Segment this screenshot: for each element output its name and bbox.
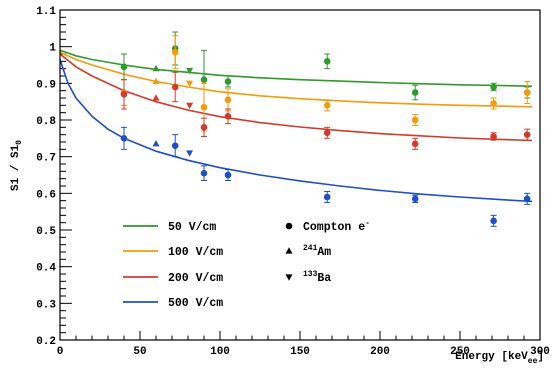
y-axis-title-sub: 0	[15, 140, 24, 145]
x-axis-title: Energy [keVee]	[455, 351, 544, 366]
fit-curves	[59, 49, 533, 203]
legend-superscript: 133	[303, 270, 318, 279]
y-tick-label: 0.7	[36, 153, 56, 165]
x-tick-label: 250	[450, 346, 470, 358]
data-point	[186, 67, 194, 75]
x-tick-label: 100	[210, 346, 230, 358]
y-tick-label: 1.1	[36, 6, 56, 18]
data-point	[523, 89, 531, 96]
data-point	[152, 77, 160, 85]
y-tick-label: 0.9	[36, 79, 56, 91]
data-point	[224, 171, 232, 179]
x-tick-label: 200	[370, 346, 390, 358]
legend-marker	[285, 247, 293, 254]
data-point	[120, 63, 128, 71]
data-point	[323, 193, 331, 201]
data-point	[224, 96, 232, 104]
data-point	[120, 135, 128, 142]
data-point	[200, 169, 208, 177]
data-point	[323, 58, 331, 65]
data-point	[171, 83, 179, 91]
data-point	[186, 102, 194, 110]
data-point	[152, 64, 160, 72]
y-tick-label: 0.6	[36, 189, 56, 201]
data-point	[224, 78, 232, 85]
legend-marker-label: 241Am	[303, 244, 331, 259]
data-point	[490, 83, 497, 91]
data-point	[490, 100, 497, 107]
y-axis-title: S1 / S10	[10, 140, 24, 191]
y-tick-label: 0.8	[36, 116, 56, 128]
legend-marker	[285, 222, 293, 230]
legend-marker-text: Ba	[317, 272, 331, 285]
data-point	[200, 124, 208, 131]
data-point	[152, 94, 160, 101]
fit-curve	[59, 53, 533, 142]
legend-series-label: 100 V/cm	[168, 246, 223, 259]
y-tick-label: 0.4	[36, 263, 56, 275]
legend: 50 V/cm 100 V/cm 200 V/cm 500 V/cm Compton e…	[123, 219, 370, 310]
plot-frame	[59, 9, 541, 341]
data-point	[224, 113, 232, 120]
fit-curve	[59, 49, 533, 88]
legend-marker-label: 133Ba	[303, 270, 331, 285]
data-point	[186, 80, 194, 88]
legend-series-label: 200 V/cm	[168, 272, 223, 285]
legend-superscript: -	[365, 219, 370, 228]
y-tick-label: 1	[49, 43, 56, 55]
y-tick-label: 0.2	[36, 336, 56, 348]
legend-marker-text: Am	[317, 246, 331, 259]
data-points	[120, 31, 531, 227]
data-point	[171, 142, 179, 149]
x-axis-title-close: ]	[537, 351, 544, 363]
data-point	[490, 217, 497, 225]
data-point	[411, 140, 419, 148]
data-point	[186, 150, 194, 157]
x-tick-label: 150	[290, 346, 310, 358]
x-tick-label: 50	[133, 346, 146, 358]
y-tick-label: 0.5	[36, 226, 56, 238]
data-point	[411, 116, 419, 124]
x-tick-label: 300	[530, 346, 550, 358]
data-point	[323, 102, 331, 109]
data-point	[523, 131, 531, 138]
data-point	[490, 133, 497, 140]
legend-marker-label: Compton e-	[303, 219, 370, 234]
data-point	[152, 140, 160, 147]
data-point	[200, 76, 208, 83]
data-point	[323, 129, 331, 137]
fit-curve	[59, 59, 533, 203]
x-tick-label: 0	[57, 346, 64, 358]
ticks-layer: 0 50 100 150 200 250 300 0.2 0.3 0.4 0.5 0.6 0.7 0.8 0…	[36, 6, 550, 358]
legend-series-label: 50 V/cm	[168, 221, 216, 234]
data-point	[171, 48, 179, 56]
x-axis-title-sub: ee	[528, 357, 538, 366]
y-axis-title-main: S1 / S1	[10, 144, 22, 191]
fit-curve	[59, 51, 533, 108]
y-tick-label: 0.3	[36, 299, 56, 311]
data-point	[200, 103, 208, 111]
legend-marker-text: Compton e	[303, 221, 365, 234]
data-point	[120, 91, 128, 98]
data-point	[411, 89, 419, 96]
data-point	[411, 195, 419, 203]
legend-marker	[285, 274, 293, 281]
data-point	[523, 195, 531, 203]
legend-series-label: 500 V/cm	[168, 297, 223, 310]
x-axis-title-main: Energy [keV	[455, 351, 528, 363]
legend-superscript: 241	[303, 244, 318, 253]
